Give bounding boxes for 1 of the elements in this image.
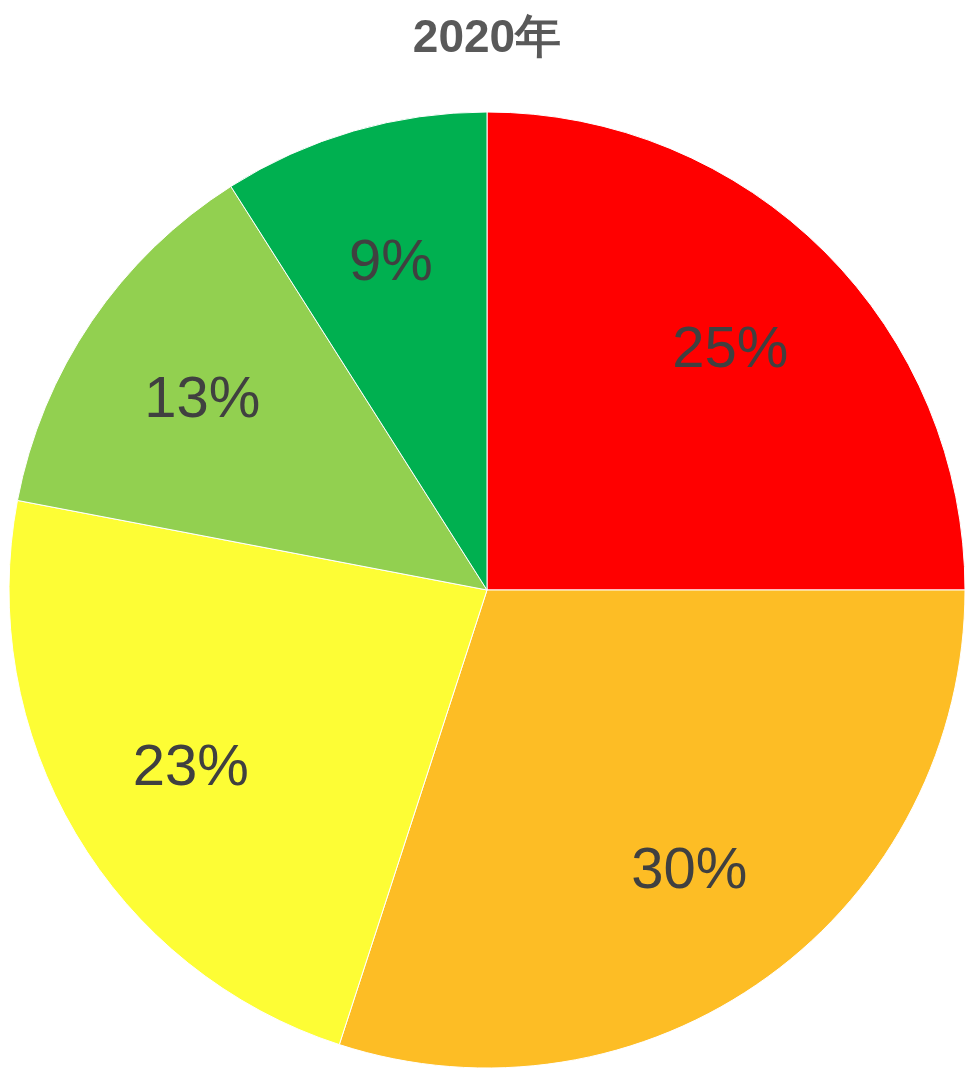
- title: 2020年: [412, 10, 562, 62]
